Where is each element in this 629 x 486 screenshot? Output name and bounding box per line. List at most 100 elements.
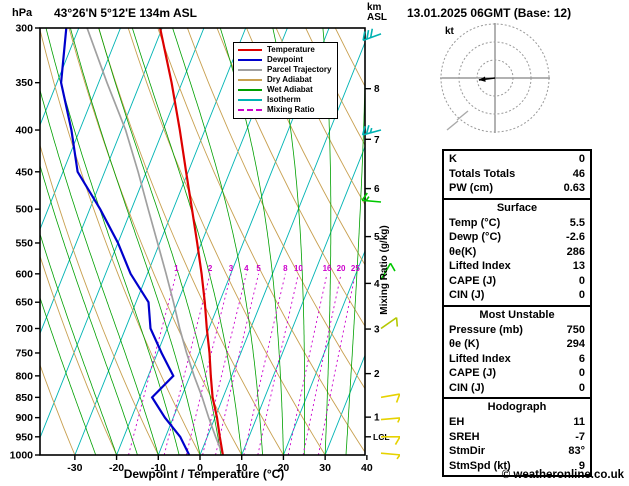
mixing-ratio-axis-label: Mixing Ratio (g/kg) bbox=[379, 225, 390, 315]
svg-text:1000: 1000 bbox=[10, 450, 34, 462]
svg-text:5: 5 bbox=[256, 264, 261, 273]
hodograph-ring bbox=[458, 41, 532, 115]
svg-text:8: 8 bbox=[374, 84, 380, 95]
storm-motion-arrowhead bbox=[478, 76, 486, 82]
hodograph-ring bbox=[440, 23, 550, 133]
skewt-chart: 1 2 3 4 5 8 10 16 20 25-30 -20 -10 0 10 20 30 4030035040… bbox=[10, 23, 400, 474]
legend-item-parcel: Parcel Trajectory bbox=[238, 66, 331, 75]
svg-text:400: 400 bbox=[15, 125, 33, 137]
svg-text:3: 3 bbox=[229, 264, 234, 273]
table-row: Temp (°C) 5.5 bbox=[444, 216, 590, 231]
svg-text:500: 500 bbox=[15, 204, 33, 216]
stat-label: θe (K) bbox=[449, 338, 480, 350]
stat-label: CAPE (J) bbox=[449, 274, 497, 287]
dewpoint-curve bbox=[59, 28, 191, 455]
stat-label: K bbox=[449, 153, 457, 165]
stat-value: -2.6 bbox=[566, 231, 585, 243]
svg-text:450: 450 bbox=[15, 166, 33, 178]
legend-item-temperature: Temperature bbox=[238, 46, 331, 55]
stat-label: CIN (J) bbox=[449, 381, 485, 394]
hodograph-plot: kt bbox=[440, 23, 550, 133]
legend-label: Isotherm bbox=[267, 95, 301, 105]
temperature-curve bbox=[159, 28, 224, 455]
stat-label: Lifted Index bbox=[449, 260, 511, 272]
pressure-unit-label: hPa bbox=[12, 7, 33, 19]
wind-barb bbox=[380, 262, 396, 281]
legend-label: Dewpoint bbox=[267, 55, 303, 65]
svg-text:20: 20 bbox=[278, 462, 290, 474]
legend-label: Mixing Ratio bbox=[267, 105, 315, 115]
svg-text:20: 20 bbox=[337, 264, 346, 273]
svg-text:3: 3 bbox=[374, 325, 380, 336]
table-row: Dewp (°C) -2.6 bbox=[444, 230, 590, 245]
surface-section: Surface Temp (°C) 5.5 Dewp (°C) -2.6 θe(K)… bbox=[442, 199, 592, 307]
legend-label: Dry Adiabat bbox=[267, 75, 312, 85]
stat-value: 0 bbox=[578, 381, 585, 394]
legend-item-isotherm: Isotherm bbox=[238, 96, 331, 105]
parcel-line-swatch bbox=[238, 69, 262, 72]
table-row: CIN (J) 0 bbox=[444, 381, 590, 396]
stat-label: Pressure (mb) bbox=[449, 323, 523, 336]
legend-item-dry-adiabat: Dry Adiabat bbox=[238, 76, 331, 85]
stat-value: 13 bbox=[572, 260, 585, 272]
hodograph-layer-mark bbox=[446, 120, 459, 131]
stat-label: SREH bbox=[449, 430, 480, 443]
stat-label: StmSpd (kt) bbox=[449, 459, 511, 472]
stat-label: Temp (°C) bbox=[449, 216, 501, 229]
stat-label: θe(K) bbox=[449, 245, 477, 258]
svg-text:10: 10 bbox=[236, 462, 248, 474]
svg-text:0: 0 bbox=[197, 462, 203, 474]
svg-text:7: 7 bbox=[374, 135, 380, 146]
section-title: Hodograph bbox=[487, 401, 547, 413]
table-row: CIN (J) 0 bbox=[444, 288, 590, 303]
section-title: Most Unstable bbox=[479, 308, 555, 321]
stat-value: 0 bbox=[578, 367, 585, 379]
svg-text:30: 30 bbox=[319, 462, 331, 474]
hodograph-ring bbox=[476, 59, 514, 97]
legend-label: Temperature bbox=[267, 45, 315, 55]
stat-value: 750 bbox=[566, 323, 585, 336]
stat-value: 0 bbox=[578, 153, 585, 165]
svg-text:900: 900 bbox=[15, 412, 33, 424]
stat-value: 0.63 bbox=[563, 182, 585, 194]
hodograph-stats-section: Hodograph EH 11 SREH -7 StmDir 83° StmSpd (… bbox=[442, 399, 592, 477]
legend-label: Parcel Trajectory bbox=[267, 65, 332, 75]
svg-text:2: 2 bbox=[374, 369, 380, 380]
wind-barb bbox=[380, 316, 399, 330]
svg-text:300: 300 bbox=[15, 23, 33, 35]
table-row: StmSpd (kt) 9 bbox=[444, 459, 590, 474]
legend-item-wet-adiabat: Wet Adiabat bbox=[238, 86, 331, 95]
table-row: Pressure (mb) 750 bbox=[444, 323, 590, 338]
hodograph-layer-mark bbox=[456, 110, 469, 121]
svg-text:700: 700 bbox=[15, 323, 33, 335]
svg-text:650: 650 bbox=[15, 297, 33, 309]
svg-text:600: 600 bbox=[15, 268, 33, 280]
stat-value: 11 bbox=[573, 416, 585, 428]
wind-barb bbox=[362, 28, 382, 42]
plot-frame bbox=[39, 27, 366, 456]
svg-text:1: 1 bbox=[174, 264, 179, 273]
wind-barb bbox=[361, 192, 382, 203]
svg-text:350: 350 bbox=[15, 77, 33, 89]
svg-text:-10: -10 bbox=[151, 462, 166, 474]
wind-barb bbox=[380, 393, 400, 403]
legend-item-dewpoint: Dewpoint bbox=[238, 56, 331, 65]
wind-barb bbox=[361, 125, 382, 136]
svg-text:1: 1 bbox=[374, 413, 380, 424]
wind-barb bbox=[380, 417, 400, 423]
stat-value: 5.5 bbox=[569, 216, 585, 229]
svg-text:950: 950 bbox=[15, 431, 33, 443]
svg-text:-30: -30 bbox=[67, 462, 82, 474]
copyright-text: © weatheronline.co.uk bbox=[501, 469, 624, 481]
svg-text:750: 750 bbox=[15, 347, 33, 359]
svg-text:800: 800 bbox=[15, 370, 33, 382]
section-title: Surface bbox=[496, 201, 538, 214]
mixing-ratio-line-swatch bbox=[238, 109, 262, 112]
table-row: θe(K) 286 bbox=[444, 245, 590, 260]
svg-text:4: 4 bbox=[374, 279, 380, 290]
svg-text:5: 5 bbox=[374, 232, 380, 243]
svg-text:2: 2 bbox=[208, 264, 213, 273]
